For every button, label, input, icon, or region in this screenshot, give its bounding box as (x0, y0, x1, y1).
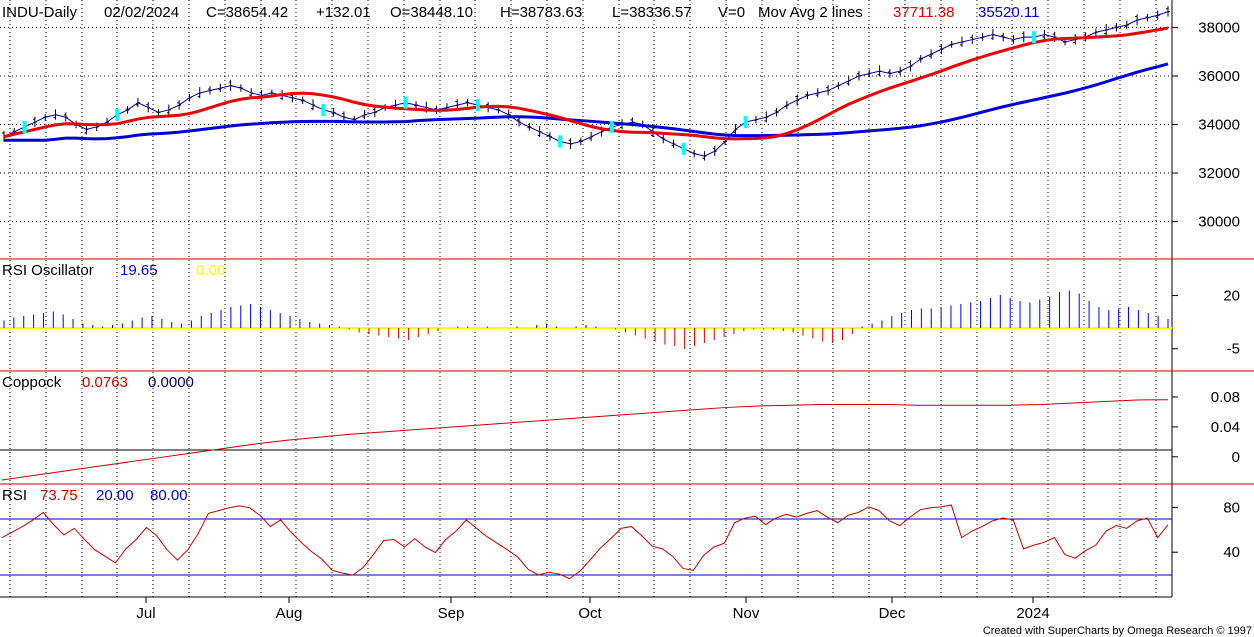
x-tick-label: Oct (578, 605, 602, 622)
chart-header: INDU-Daily 02/02/2024 C=38654.42 +132.01… (2, 4, 1039, 21)
low-label: L=38336.57 (612, 4, 692, 21)
open-label: O=38448.10 (390, 4, 473, 21)
signal-marker (609, 120, 614, 133)
y-tick-label: 38000 (1198, 19, 1240, 36)
panel-separators (0, 0, 1254, 598)
y-tick-label: 0.04 (1211, 419, 1240, 436)
rsi-value1: 73.75 (40, 487, 78, 504)
signal-marker (558, 135, 563, 148)
signal-markers (22, 31, 1037, 155)
x-tick-label: Aug (276, 605, 303, 622)
change-label: +132.01 (316, 4, 371, 21)
y-tick-label: 20 (1223, 288, 1240, 305)
rsi-osc-value2: 0.00 (196, 262, 225, 279)
rsi-panel[interactable] (0, 504, 1172, 580)
rsi-osc-value1: 19.65 (120, 262, 158, 279)
coppock-value2: 0.0000 (148, 374, 194, 391)
signal-marker (321, 103, 326, 116)
moving-average-fast (3, 26, 1169, 141)
volume-label: V=0 (718, 4, 745, 21)
rsi-header: RSI 73.75 20.00 80.00 (2, 487, 188, 504)
date-label: 02/02/2024 (104, 4, 179, 21)
x-tick-label: Sep (438, 605, 465, 622)
y-tick-label: 34000 (1198, 117, 1240, 134)
rsi-label: RSI (2, 487, 27, 504)
signal-marker (403, 96, 408, 109)
rsi-value2: 20.00 (96, 487, 134, 504)
coppock-header: Coppock 0.0763 0.0000 (2, 374, 194, 391)
close-label: C=38654.42 (206, 4, 288, 21)
price-panel[interactable] (2, 6, 1170, 161)
y-tick-label: 0 (1232, 449, 1240, 466)
ma-slow-value: 35520.11 (978, 4, 1039, 21)
moving-average-slow (4, 62, 1169, 142)
coppock-line (1, 399, 1169, 481)
x-tick-label: Jul (136, 605, 155, 622)
high-label: H=38783.63 (500, 4, 582, 21)
grid-lines (0, 0, 1172, 597)
rsi-value3: 80.00 (150, 487, 188, 504)
x-axis-labels: Jul Aug Sep Oct Nov Dec 2024 (136, 597, 1050, 622)
rsi-osc-header: RSI Oscillator 19.65 0.00 (2, 262, 225, 279)
x-tick-label: Nov (733, 605, 760, 622)
coppock-value1: 0.0763 (82, 374, 128, 391)
y-tick-label: 32000 (1198, 165, 1240, 182)
signal-marker (22, 120, 27, 133)
signal-marker (115, 108, 120, 121)
coppock-label: Coppock (2, 374, 62, 391)
y-axis-labels: 38000 36000 34000 32000 30000 20 -5 0.08 0.04 0 80… (1172, 19, 1240, 561)
ma-label: Mov Avg 2 lines (758, 4, 863, 21)
rsi-line (1, 504, 1169, 580)
signal-marker (743, 116, 748, 129)
signal-marker (1032, 31, 1037, 44)
rsi-oscillator-panel[interactable] (0, 290, 1172, 350)
y-tick-label: 0.08 (1211, 389, 1240, 406)
y-tick-label: 36000 (1198, 68, 1240, 85)
x-tick-label: Dec (879, 605, 906, 622)
ma-fast-value: 37711.38 (893, 4, 954, 21)
x-tick-label: 2024 (1016, 605, 1049, 622)
close-line (3, 11, 1169, 157)
rsi-osc-label: RSI Oscillator (2, 262, 94, 279)
signal-marker (681, 142, 686, 155)
credit-text: Created with SuperCharts by Omega Resear… (983, 625, 1252, 637)
y-tick-label: 80 (1223, 499, 1240, 516)
oscillator-histogram (3, 290, 1169, 349)
coppock-panel[interactable] (0, 399, 1172, 481)
y-tick-label: 30000 (1198, 214, 1240, 231)
y-tick-label: 40 (1223, 544, 1240, 561)
symbol-label: INDU-Daily (2, 4, 78, 21)
signal-marker (475, 99, 480, 112)
y-tick-label: -5 (1227, 341, 1240, 358)
